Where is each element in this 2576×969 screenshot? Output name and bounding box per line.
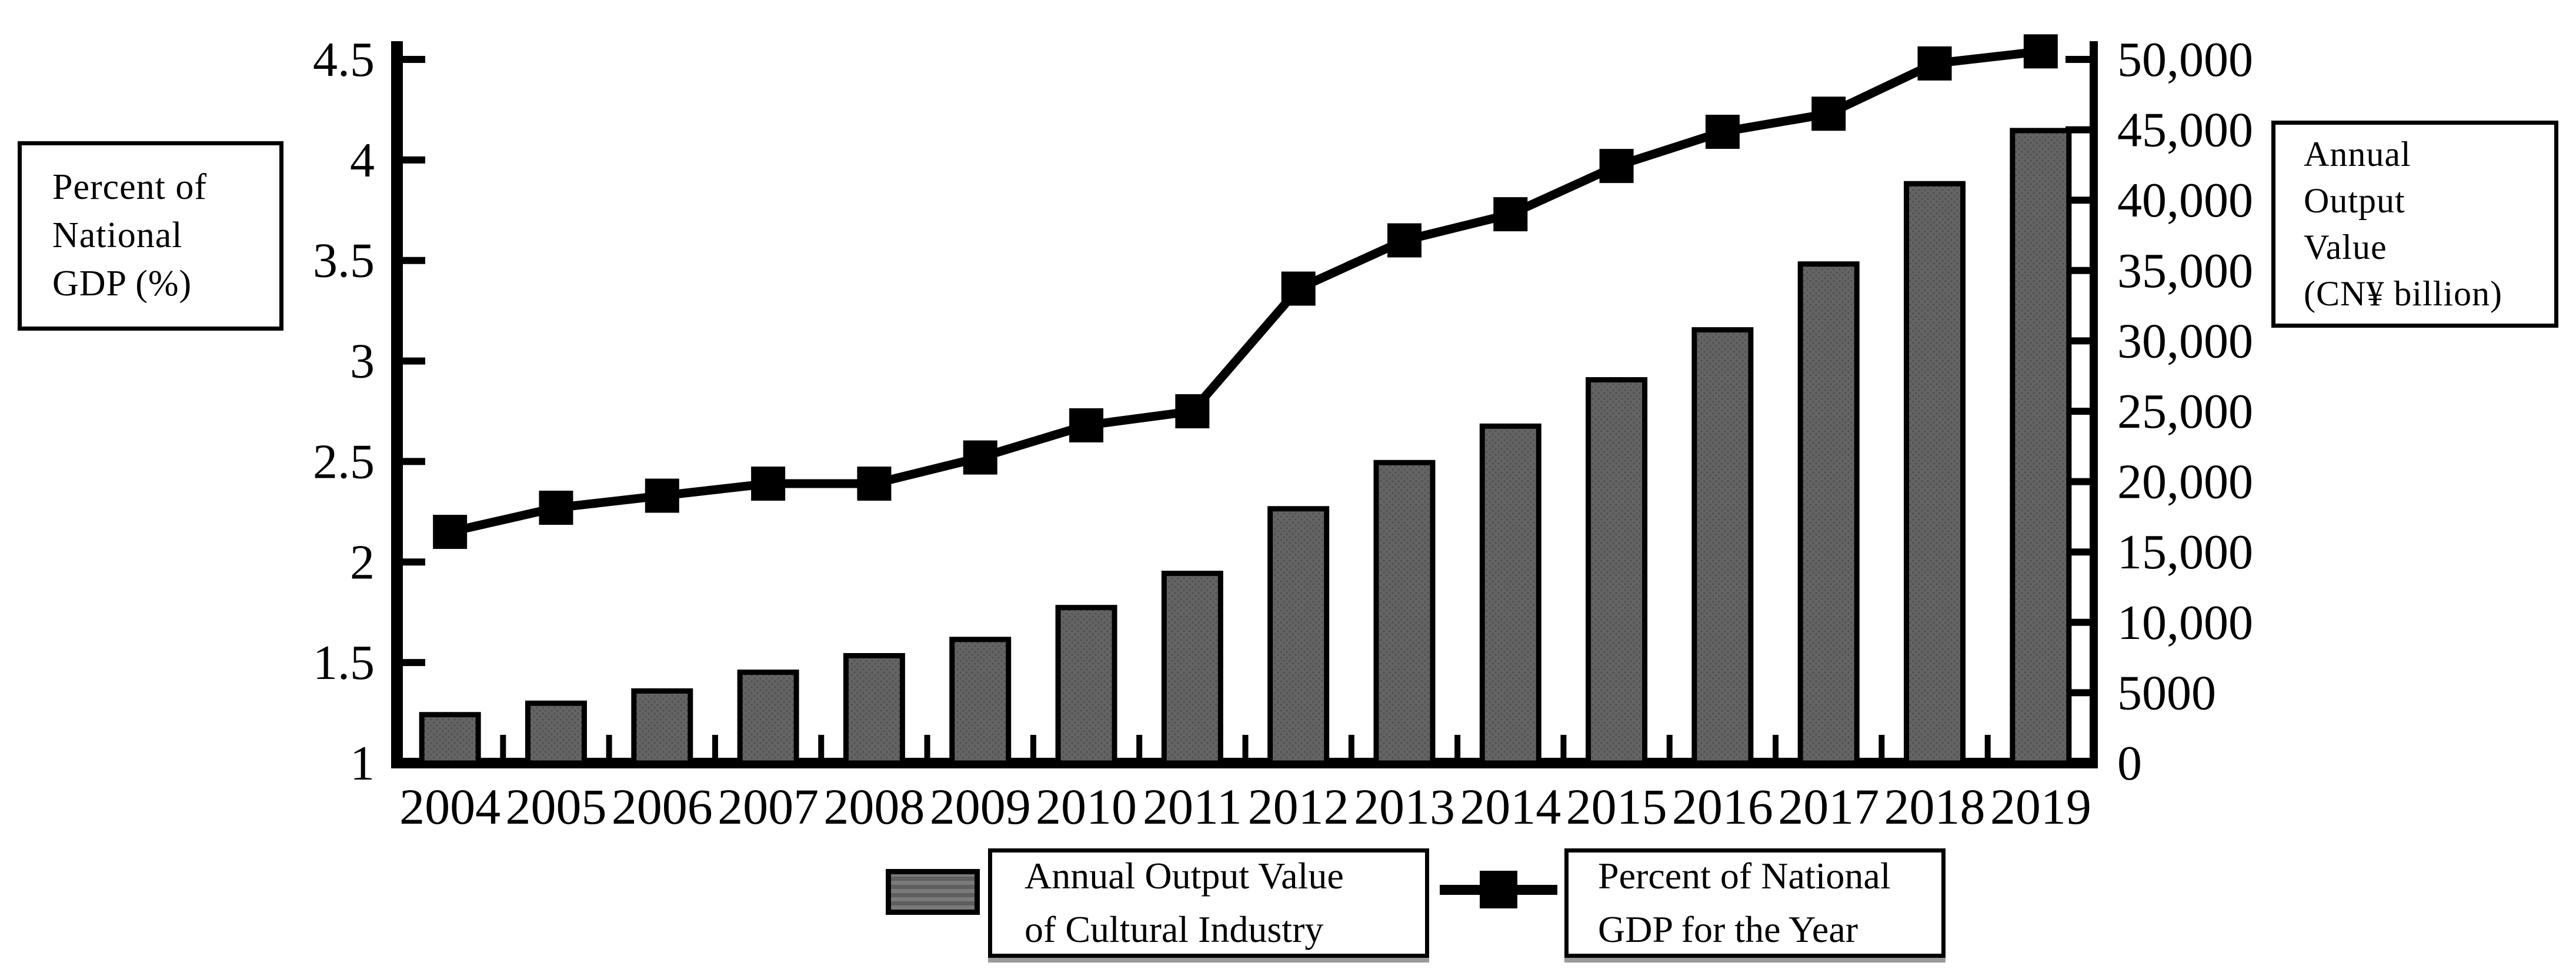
marker-2007 bbox=[751, 467, 786, 501]
left-axis-tick-label-2: 2 bbox=[350, 535, 375, 590]
x-tick-label-2014: 2014 bbox=[1460, 778, 1561, 835]
marker-2004 bbox=[433, 515, 468, 550]
marker-2010 bbox=[1069, 408, 1104, 442]
marker-2016 bbox=[1705, 115, 1740, 149]
left-axis-tick-label-4: 4 bbox=[350, 133, 375, 188]
x-tick-label-2019: 2019 bbox=[1990, 778, 2091, 835]
x-tick-label-2012: 2012 bbox=[1248, 778, 1349, 835]
right-axis-tick-label-20,000: 20,000 bbox=[2117, 455, 2253, 510]
right-axis-tick-label-5000: 5000 bbox=[2117, 665, 2216, 720]
x-tick-label-2018: 2018 bbox=[1884, 778, 1986, 835]
bar-2018 bbox=[1904, 181, 1966, 766]
marker-2012 bbox=[1281, 271, 1316, 306]
bar-2010 bbox=[1055, 605, 1117, 766]
marker-2018 bbox=[1917, 46, 1952, 81]
left-axis-tick-label-3: 3 bbox=[350, 334, 375, 389]
right-axis-label: Annual Output Value (CN¥ billion) bbox=[2304, 134, 2502, 314]
bar-2007 bbox=[737, 670, 799, 766]
marker-2013 bbox=[1387, 223, 1422, 258]
x-tick-label-2004: 2004 bbox=[399, 778, 500, 835]
marker-2005 bbox=[539, 491, 573, 525]
left-axis-tick-label-3.5: 3.5 bbox=[313, 234, 375, 288]
x-tick-label-2007: 2007 bbox=[718, 778, 819, 835]
x-tick-label-2013: 2013 bbox=[1354, 778, 1455, 835]
x-tick-label-2009: 2009 bbox=[930, 778, 1031, 835]
left-axis-tick-label-1: 1 bbox=[350, 736, 375, 791]
x-tick-label-2005: 2005 bbox=[505, 778, 606, 835]
marker-2014 bbox=[1493, 197, 1528, 232]
x-tick-label-2006: 2006 bbox=[612, 778, 713, 835]
left-axis-tick-label-2.5: 2.5 bbox=[313, 434, 375, 489]
marker-2006 bbox=[645, 478, 679, 513]
gdp-percent-line bbox=[449, 46, 2041, 537]
x-tick-label-2008: 2008 bbox=[823, 778, 925, 835]
right-axis-tick-label-0: 0 bbox=[2117, 736, 2142, 791]
bar-2012 bbox=[1267, 506, 1330, 766]
bar-2013 bbox=[1373, 459, 1436, 766]
bar-2009 bbox=[949, 637, 1012, 766]
bar-2019 bbox=[2010, 128, 2072, 766]
bar-2006 bbox=[631, 688, 693, 766]
x-tick-label-2016: 2016 bbox=[1672, 778, 1773, 835]
x-tick-label-2015: 2015 bbox=[1566, 778, 1667, 835]
bar-2015 bbox=[1586, 377, 1648, 766]
bar-2005 bbox=[525, 700, 587, 766]
left-axis-label: Percent of National GDP (%) bbox=[52, 167, 208, 304]
marker-2011 bbox=[1175, 394, 1210, 428]
bar-2011 bbox=[1161, 571, 1223, 766]
right-axis-tick-label-10,000: 10,000 bbox=[2117, 595, 2253, 650]
marker-2008 bbox=[857, 467, 892, 501]
x-tick-label-2010: 2010 bbox=[1036, 778, 1137, 835]
left-axis-tick-label-4.5: 4.5 bbox=[313, 32, 375, 87]
right-axis-tick-label-50,000: 50,000 bbox=[2117, 32, 2253, 87]
right-axis-tick-label-25,000: 25,000 bbox=[2117, 384, 2253, 439]
right-axis-tick-label-15,000: 15,000 bbox=[2117, 525, 2253, 580]
right-axis-tick-label-30,000: 30,000 bbox=[2117, 314, 2253, 368]
marker-2015 bbox=[1599, 149, 1634, 184]
marker-2017 bbox=[1811, 96, 1846, 131]
marker-2019 bbox=[2023, 34, 2058, 69]
right-axis-tick-label-40,000: 40,000 bbox=[2117, 173, 2253, 228]
right-axis-tick-label-45,000: 45,000 bbox=[2117, 103, 2253, 158]
right-axis-label-box: Annual Output Value (CN¥ billion) bbox=[2271, 121, 2558, 328]
x-tick-label-2017: 2017 bbox=[1778, 778, 1879, 835]
bar-2016 bbox=[1691, 327, 1754, 766]
x-tick-label-2011: 2011 bbox=[1143, 778, 1242, 835]
left-axis-tick-label-1.5: 1.5 bbox=[313, 635, 375, 690]
left-axis-label-box: Percent of National GDP (%) bbox=[18, 141, 283, 331]
bar-2014 bbox=[1479, 423, 1541, 766]
bar-2004 bbox=[419, 712, 481, 766]
marker-2009 bbox=[963, 440, 997, 475]
right-axis-tick-label-35,000: 35,000 bbox=[2117, 244, 2253, 298]
bar-2008 bbox=[843, 652, 905, 766]
bar-2017 bbox=[1797, 261, 1860, 766]
